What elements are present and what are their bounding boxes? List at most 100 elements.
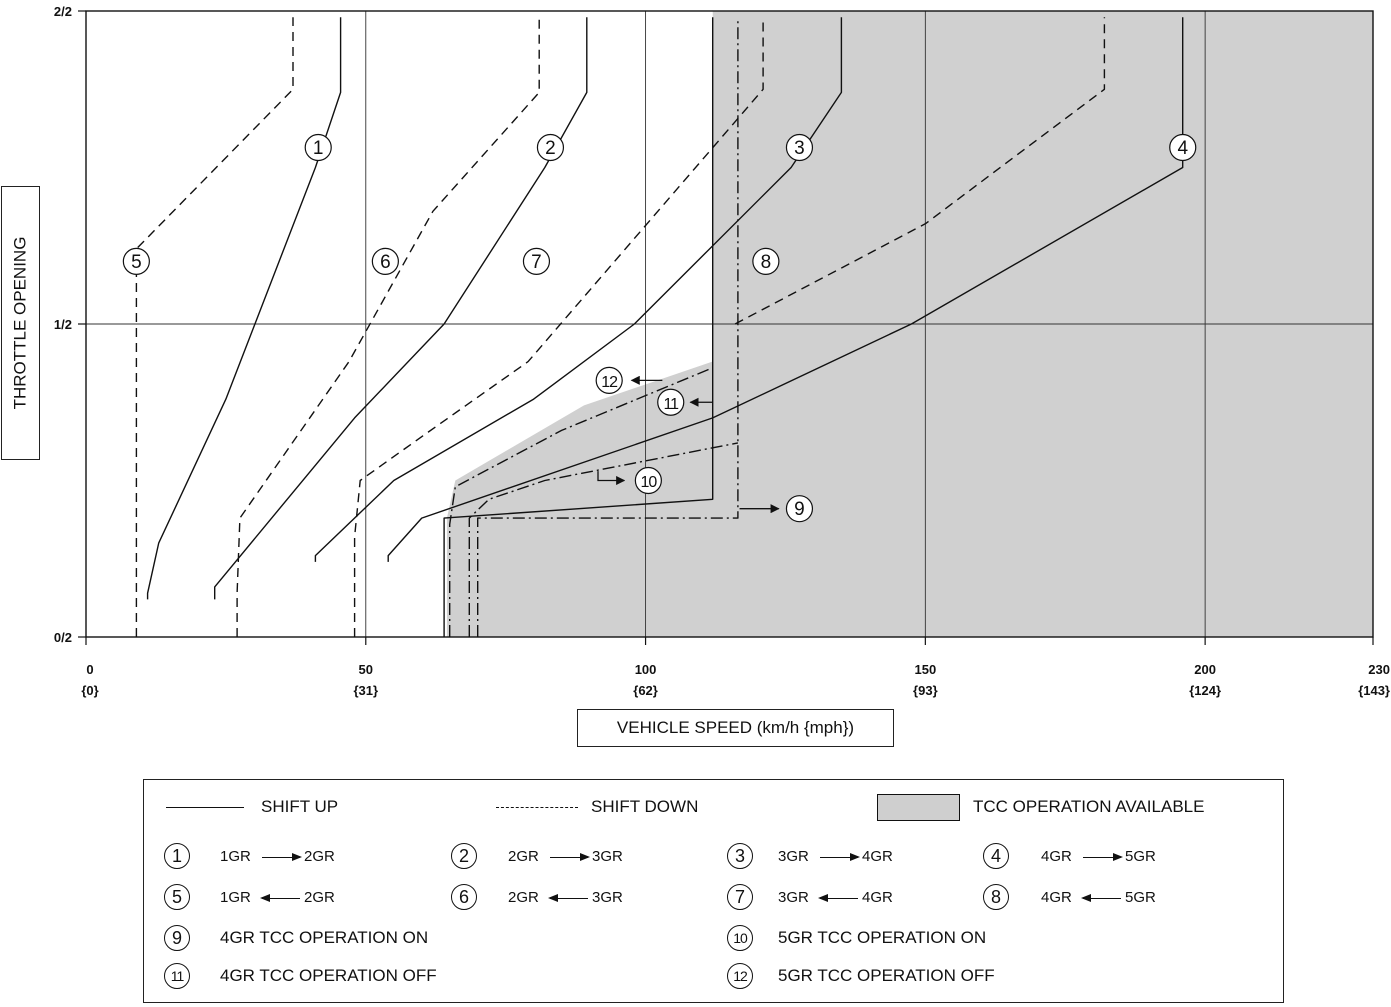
callout-circle-7 xyxy=(522,247,551,275)
series-line-9 xyxy=(477,17,739,637)
legend-tcc-item-10: 5GR TCC OPERATION ON xyxy=(778,928,987,947)
legend-marker-4: 4 xyxy=(983,843,1009,869)
series-line-7 xyxy=(353,17,764,637)
legend-marker-2: 2 xyxy=(451,843,477,869)
callout-circle-4 xyxy=(1169,133,1197,162)
legend-marker-8: 8 xyxy=(983,884,1009,910)
callout-circle-5 xyxy=(122,247,150,275)
x-tick-label: 0 xyxy=(86,662,93,677)
series-line-10 xyxy=(468,442,739,637)
x-tick-sublabel: {31} xyxy=(353,683,378,698)
legend-arrow-3 xyxy=(820,853,860,861)
callout-number-11: 11 xyxy=(663,396,679,413)
y-tick-label: 2/2 xyxy=(54,4,72,19)
legend-arrow-8 xyxy=(1081,894,1121,902)
legend-to-gear-8: 5GR xyxy=(1125,889,1156,906)
legend-from-gear-5: 1GR xyxy=(220,889,251,906)
legend-to-gear-7: 4GR xyxy=(862,889,893,906)
legend-arrow-1 xyxy=(262,853,302,861)
legend-marker-4-num: 4 xyxy=(990,845,1001,866)
legend-tcc-swatch xyxy=(877,794,960,821)
legend-marker-12: 12 xyxy=(727,963,753,989)
legend-marker-9: 9 xyxy=(164,925,190,951)
legend-marker-6-num: 6 xyxy=(458,886,469,907)
legend-to-gear-5: 2GR xyxy=(304,889,335,906)
legend-marker-10-num: 10 xyxy=(733,930,748,946)
callout-number-2: 2 xyxy=(545,138,556,159)
callout-circle-6 xyxy=(371,247,399,275)
legend-marker-5: 5 xyxy=(164,884,190,910)
legend-from-gear-6: 2GR xyxy=(508,889,539,906)
series-line-11 xyxy=(443,17,714,637)
legend-to-gear-2: 3GR xyxy=(592,848,623,865)
series-line-5 xyxy=(135,17,294,637)
legend-marker-8-num: 8 xyxy=(990,886,1001,907)
legend-marker-1-num: 1 xyxy=(171,845,182,866)
callout-number-1: 1 xyxy=(313,138,324,159)
legend-marker-6: 6 xyxy=(451,884,477,910)
x-tick-sublabel: {124} xyxy=(1189,683,1221,698)
callout-arrow-10 xyxy=(597,471,626,486)
legend-marker-11-num: 11 xyxy=(170,968,185,984)
legend-from-gear-2: 2GR xyxy=(508,848,539,865)
legend-marker-11: 11 xyxy=(164,963,190,989)
callout-circle-2 xyxy=(536,133,565,162)
legend-arrow-7 xyxy=(818,894,858,902)
callout-number-3: 3 xyxy=(794,138,805,159)
callout-number-7: 7 xyxy=(531,252,542,273)
legend-arrow-5 xyxy=(260,894,300,902)
y-tick-label: 0/2 xyxy=(54,630,72,645)
callout-number-6: 6 xyxy=(380,252,391,273)
legend-marker-7-num: 7 xyxy=(734,886,745,907)
callout-number-9: 9 xyxy=(794,499,805,520)
series-line-8 xyxy=(734,17,1106,325)
legend-from-gear-4: 4GR xyxy=(1041,848,1072,865)
x-axis-label-text: VEHICLE SPEED (km/h {mph}) xyxy=(616,718,855,737)
x-tick-sublabel: {62} xyxy=(633,683,658,698)
legend-marker-9-num: 9 xyxy=(171,927,182,948)
callout-circle-8 xyxy=(752,247,780,275)
callout-number-8: 8 xyxy=(761,252,772,273)
callout-number-12: 12 xyxy=(601,374,618,391)
y-axis-label: THROTTLE OPENING xyxy=(1,186,40,460)
legend-marker-10: 10 xyxy=(727,925,753,951)
callout-circle-12 xyxy=(595,366,623,394)
x-tick-sublabel: {143} xyxy=(1358,683,1390,698)
series-line-12 xyxy=(449,367,713,637)
legend-to-gear-6: 3GR xyxy=(592,889,623,906)
series-line-2 xyxy=(213,17,588,600)
x-tick-label: 150 xyxy=(914,662,936,677)
legend-to-gear-4: 5GR xyxy=(1125,848,1156,865)
legend-tcc-item-11: 4GR TCC OPERATION OFF xyxy=(220,966,437,985)
legend-from-gear-1: 1GR xyxy=(220,848,251,865)
callout-circle-1 xyxy=(304,133,332,162)
legend-solid-line-swatch xyxy=(166,807,244,808)
series-line-1 xyxy=(146,17,342,600)
legend-dashed-line-swatch xyxy=(496,807,578,808)
callout-circle-10 xyxy=(634,466,662,495)
legend-shift-down-label: SHIFT DOWN xyxy=(591,797,699,816)
legend-arrow-6 xyxy=(548,894,588,902)
legend-marker-3-num: 3 xyxy=(734,845,745,866)
chart-plot: 0 {0} 50 {31} 100 {62} 150 {93} 200 {124} 230 {143}… xyxy=(54,4,1390,698)
legend-tcc-item-9: 4GR TCC OPERATION ON xyxy=(220,928,429,947)
legend-shift-up-label: SHIFT UP xyxy=(261,797,339,816)
callout-number-10: 10 xyxy=(640,474,657,491)
callout-circle-3 xyxy=(785,133,814,162)
legend-arrow-2 xyxy=(550,853,590,861)
legend-from-gear-3: 3GR xyxy=(778,848,809,865)
legend-from-gear-7: 3GR xyxy=(778,889,809,906)
legend-from-gear-8: 4GR xyxy=(1041,889,1072,906)
callout-circle-11 xyxy=(657,388,685,416)
legend-to-gear-3: 4GR xyxy=(862,848,893,865)
legend-marker-2-num: 2 xyxy=(458,845,469,866)
legend-marker-1: 1 xyxy=(164,843,190,869)
y-axis-label-text: THROTTLE OPENING xyxy=(10,236,30,410)
series-line-3 xyxy=(314,17,843,562)
x-tick-sublabel: {93} xyxy=(913,683,938,698)
legend-tcc-item-12: 5GR TCC OPERATION OFF xyxy=(778,966,995,985)
x-tick-sublabel: {0} xyxy=(81,683,98,698)
x-tick-label: 50 xyxy=(359,662,373,677)
legend: SHIFT UP SHIFT DOWN TCC OPERATION AVAILA… xyxy=(143,779,1284,1003)
callout-number-4: 4 xyxy=(1177,138,1188,159)
